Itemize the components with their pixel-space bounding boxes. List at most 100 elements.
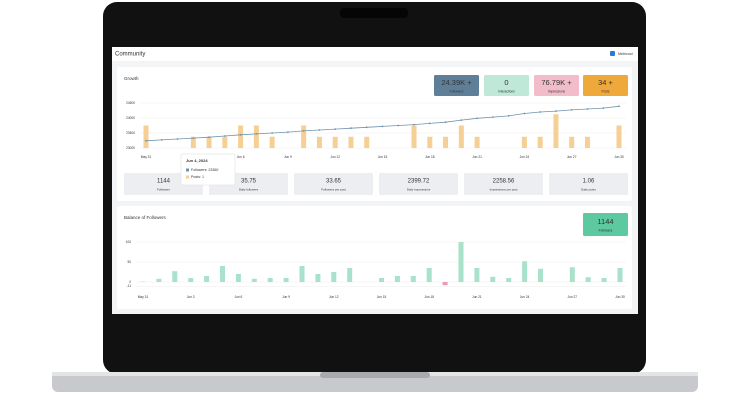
point	[539, 111, 542, 113]
stat-box	[379, 173, 458, 195]
point	[192, 137, 195, 140]
x-tick-label: Jun 18	[425, 155, 435, 159]
point	[460, 119, 463, 121]
brand[interactable]: Metricool	[618, 52, 633, 56]
kpi-value: 0	[504, 78, 508, 87]
bar	[490, 276, 496, 282]
x-tick-label: May 31	[141, 155, 152, 159]
bar	[332, 136, 338, 148]
x-tick-label: Jun 3	[187, 295, 195, 299]
point	[523, 112, 526, 115]
point	[350, 127, 352, 130]
x-tick-label: Jun 12	[329, 295, 339, 299]
tooltip	[180, 153, 236, 186]
bar	[458, 242, 464, 282]
x-tick-label: Jun 15	[378, 155, 388, 159]
x-tick-label: Jun 6	[234, 295, 242, 299]
kpi-label: Followers	[599, 228, 613, 232]
point	[555, 110, 557, 112]
bar	[315, 274, 321, 282]
page-title: Community	[115, 52, 145, 58]
kpi-value: 76.79K +	[541, 78, 572, 87]
point	[491, 116, 494, 118]
stat-value: 2258.56	[493, 179, 515, 185]
bar	[379, 278, 384, 282]
bar	[348, 136, 354, 148]
point	[618, 105, 620, 108]
stat-value: 2399.72	[408, 179, 430, 185]
brand-icon	[610, 51, 615, 56]
stat-label: Daily impressions	[407, 187, 431, 191]
bar	[331, 272, 337, 282]
bar	[585, 277, 591, 282]
bar	[394, 276, 400, 282]
bar	[584, 136, 590, 148]
bar	[411, 125, 417, 148]
bar	[283, 278, 289, 282]
bar	[426, 268, 432, 282]
bar	[617, 268, 623, 282]
x-tick-label: Jun 24	[520, 155, 530, 159]
bar	[553, 114, 559, 148]
point	[208, 136, 210, 139]
bar	[601, 278, 607, 282]
stat-label: Impressions per post	[490, 187, 518, 191]
card-title: Growth	[124, 76, 139, 81]
bar	[269, 136, 275, 148]
tooltip-swatch	[186, 168, 189, 172]
bar	[206, 136, 212, 148]
stat-box	[464, 173, 543, 195]
y-tick-label: 100	[126, 240, 132, 244]
point	[444, 121, 447, 124]
kpi-label: Posts	[602, 89, 610, 93]
x-tick-label: Jun 24	[520, 295, 530, 299]
bar	[253, 125, 259, 148]
bar	[506, 278, 512, 282]
bar	[458, 125, 464, 148]
bar	[316, 136, 322, 148]
bar	[410, 276, 416, 282]
point	[334, 128, 337, 131]
stat-label: Followers per post	[321, 187, 346, 191]
kpi-label: Followers	[450, 89, 464, 93]
bar	[301, 125, 307, 148]
bar	[364, 136, 370, 148]
bar	[238, 125, 244, 148]
point	[397, 124, 400, 127]
top-bar	[112, 47, 638, 61]
x-tick-label: Jun 9	[282, 295, 290, 299]
bar	[156, 278, 162, 282]
bar	[172, 271, 178, 282]
point	[255, 133, 258, 135]
x-tick-label: Jun 15	[377, 295, 387, 299]
point	[302, 130, 305, 132]
stat-value: 35.75	[241, 179, 257, 185]
bar	[537, 136, 543, 148]
point	[507, 115, 510, 117]
stat-label: Daily posts	[581, 187, 596, 191]
x-tick-label: Jun 30	[614, 155, 624, 159]
kpi-box	[484, 75, 529, 96]
x-tick-label: May 31	[138, 295, 149, 299]
kpi-box	[583, 213, 628, 236]
stat-label: Daily followers	[239, 187, 259, 191]
point	[318, 129, 321, 131]
y-tick-label: 23500	[126, 131, 135, 135]
bar	[222, 136, 228, 148]
bar	[427, 136, 433, 148]
kpi-box	[534, 75, 579, 96]
bar	[442, 282, 448, 286]
bar	[474, 136, 480, 148]
stat-label: Followers	[157, 187, 170, 191]
point	[160, 139, 163, 141]
bar	[347, 268, 353, 282]
point	[570, 109, 573, 111]
point	[413, 123, 415, 126]
x-tick-label: Jun 30	[615, 295, 625, 299]
bar	[443, 136, 449, 148]
point	[476, 117, 478, 120]
point	[287, 131, 289, 134]
kpi-box	[583, 75, 628, 96]
